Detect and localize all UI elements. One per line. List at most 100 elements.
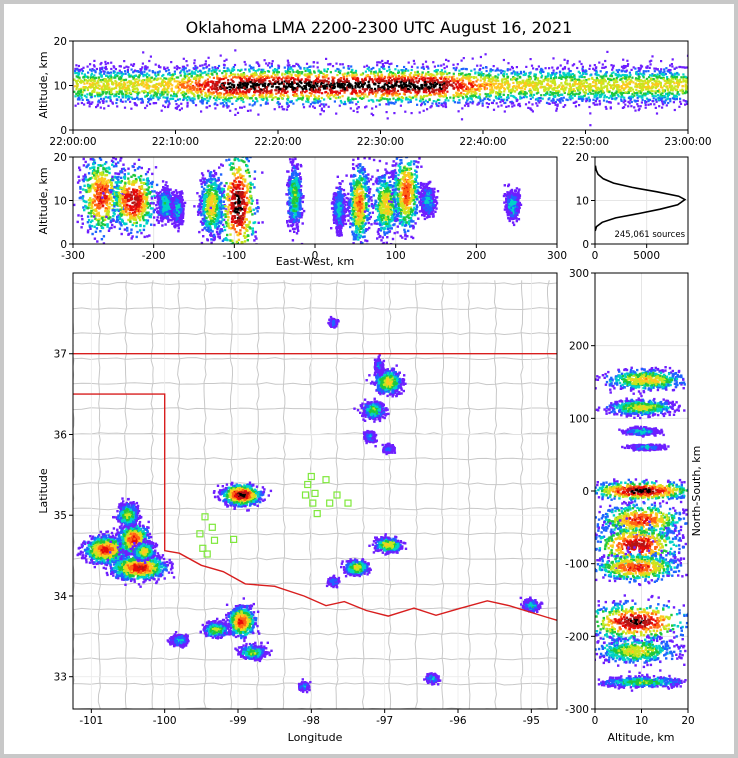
time-source-bin [372,66,375,70]
time-source-bin [457,95,460,98]
time-source-bin [215,90,218,93]
time-source-bin [166,97,169,100]
ew-source-bin [113,212,116,216]
time-source-bin [598,102,602,105]
time-source-bin [368,93,371,96]
time-source-bin [316,100,320,103]
time-source-bin [565,98,568,101]
time-source-bin [244,93,247,96]
time-source-bin [89,63,92,66]
time-source-bin [462,57,465,60]
time-source-bin [513,71,516,74]
time-source-bin [656,68,659,71]
time-source-bin [253,74,256,77]
time-source-bin [263,74,266,77]
time-source-bin [74,104,77,107]
time-source-bin [324,91,327,94]
time-source-bin [296,69,299,72]
time-source-bin [161,83,164,86]
time-source-bin [204,94,207,97]
time-source-bin [307,95,311,98]
time-source-bin [239,81,242,84]
time-source-bin [136,84,139,87]
time-source-bin [342,102,345,106]
time-source-bin [165,101,168,104]
time-source-bin [150,80,153,83]
time-source-bin [97,100,100,103]
time-source-bin [667,81,670,84]
time-source-bin [461,87,464,91]
time-source-bin [312,61,316,64]
time-source-bin [253,103,256,106]
time-source-bin [662,78,665,81]
time-source-bin [568,96,571,99]
time-source-bin [452,72,455,75]
time-source-bin [86,75,89,78]
time-source-bin [512,70,515,73]
time-source-bin [616,75,619,78]
time-source-bin [578,92,581,95]
time-source-bin [141,72,144,75]
time-source-bin [104,66,107,70]
time-source-bin [120,92,123,95]
time-source-bin [527,80,530,83]
time-source-bin [140,84,143,87]
time-source-bin [578,78,581,81]
time-source-bin [333,100,336,103]
time-source-bin [303,85,306,88]
time-source-bin [434,85,437,88]
time-source-bin [85,75,88,78]
time-source-bin [161,81,164,84]
time-source-bin [294,94,297,97]
time-source-bin [362,83,366,86]
time-source-bin [596,97,599,100]
time-source-bin [308,105,311,108]
time-source-bin [431,81,434,84]
time-source-bin [444,105,447,108]
time-source-bin [682,73,685,76]
time-source-bin [653,83,656,86]
time-source-bin [216,76,219,79]
time-source-bin [548,93,551,96]
time-source-bin [242,92,245,95]
time-source-bin [470,87,473,91]
time-source-bin [524,103,528,106]
time-source-bin [90,74,93,77]
time-source-bin [232,88,235,91]
time-source-bin [571,64,574,67]
time-source-bin [408,88,411,91]
time-source-bin [160,109,163,112]
time-source-bin [648,66,651,69]
time-source-bin [112,82,115,85]
time-source-bin [178,67,181,70]
time-source-bin [665,104,668,107]
time-source-bin [631,76,634,79]
time-source-bin [465,87,468,90]
time-source-bin [629,89,632,92]
time-source-bin [649,79,652,82]
time-source-bin [669,100,672,103]
time-source-bin [351,72,354,75]
time-source-bin [384,92,387,95]
time-source-bin [301,94,304,97]
time-source-bin [74,85,77,88]
time-source-bin [506,99,509,102]
time-source-bin [447,99,450,102]
time-source-bin [308,76,311,79]
time-source-bin [528,88,532,91]
time-source-bin [462,93,465,96]
time-source-bin [407,76,410,79]
time-source-bin [462,89,465,92]
time-source-bin [647,103,650,106]
time-source-bin [443,82,446,85]
time-source-bin [405,83,408,86]
time-source-bin [626,64,629,67]
time-source-bin [121,85,124,88]
time-source-bin [505,105,508,108]
time-source-bin [653,70,656,73]
time-source-bin [686,54,688,57]
time-source-bin [217,96,221,99]
time-source-bin [596,86,599,89]
time-source-bin [596,94,599,97]
time-source-bin [536,87,539,90]
